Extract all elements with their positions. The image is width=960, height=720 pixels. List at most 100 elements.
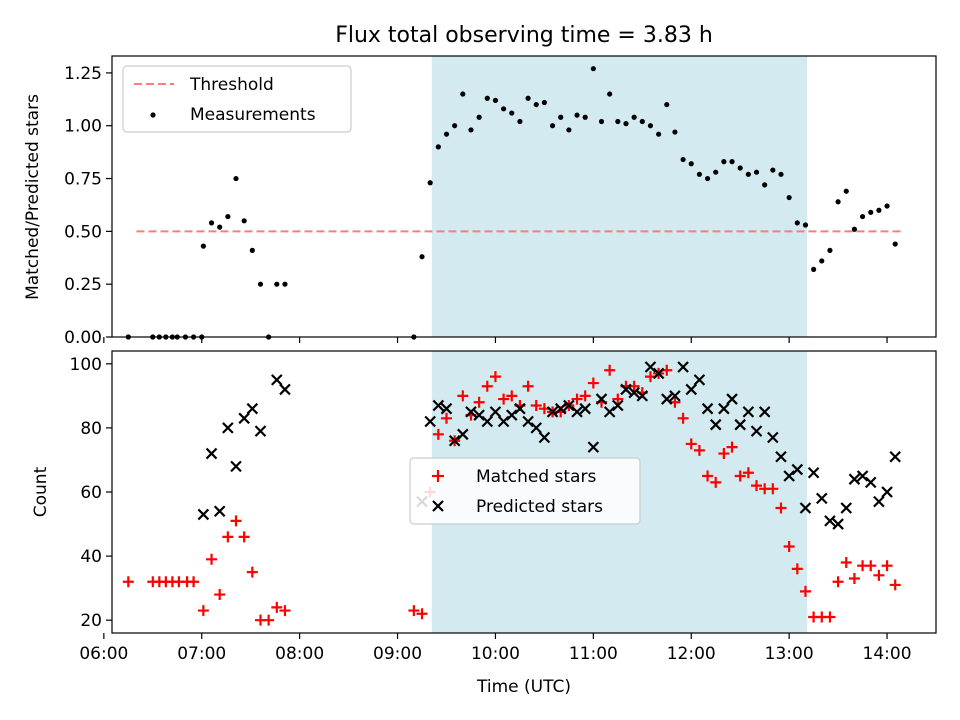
measurement-point: [762, 182, 768, 188]
threshold-legend-label: Threshold: [189, 75, 274, 95]
predicted-star-point: [726, 393, 738, 405]
predicted-star-point: [669, 390, 681, 402]
matched-star-point: [726, 441, 738, 453]
measurement-point: [533, 101, 539, 108]
matched-star-point: [214, 589, 226, 601]
predicted-star-point: [652, 367, 665, 380]
predicted-star-point: [832, 518, 844, 530]
matched-star-point: [271, 601, 283, 613]
measurement-point: [778, 171, 784, 177]
measurement-point: [419, 254, 425, 260]
predicted-star-point: [734, 418, 746, 431]
measurements-legend-label: Measurements: [190, 105, 316, 125]
measurement-point: [696, 171, 703, 177]
matched-star-point: [873, 569, 885, 581]
bottom-x-tick-label: 12:00: [667, 644, 716, 664]
top-legend: Threshold Measurements: [122, 65, 352, 133]
predicted-star-point: [685, 383, 698, 396]
predicted-star-point: [424, 415, 436, 428]
predicted-star-point: [465, 406, 477, 418]
predicted-star-point: [677, 361, 689, 373]
measurement-point: [435, 144, 441, 150]
matched-star-point: [865, 560, 877, 572]
measurement-point: [233, 175, 239, 182]
predicted-star-point: [538, 431, 551, 444]
matched-star-point: [408, 605, 420, 617]
bottom-plot-frame: [111, 350, 937, 634]
predicted-star-point: [497, 415, 510, 428]
bottom-x-tick-label: 14:00: [863, 644, 912, 664]
matched-star-point: [848, 573, 860, 585]
bottom-y-tick-label: 20: [80, 611, 102, 631]
measurement-point: [811, 266, 817, 272]
matched-star-point: [416, 608, 428, 620]
predicted-star-point: [644, 361, 657, 373]
top-y-tick-label: 0.75: [64, 170, 102, 190]
matched-star-point: [197, 605, 209, 617]
predicted-star-point: [205, 447, 218, 460]
bottom-y-tick-label: 100: [70, 355, 102, 375]
measurement-point: [615, 118, 621, 125]
matched-star-point: [222, 531, 234, 543]
predicted-star-point: [514, 402, 526, 415]
matched-legend-label: Matched stars: [476, 467, 596, 487]
matched-star-point: [751, 480, 763, 492]
predicted-star-point: [742, 406, 755, 418]
bottom-y-tick-label: 40: [80, 547, 102, 567]
bottom-x-tick-label: 10:00: [471, 644, 520, 664]
matched-star-point: [710, 476, 722, 488]
matched-star-point: [693, 444, 705, 456]
top-y-tick-label: 0.25: [64, 275, 102, 295]
measurement-point: [541, 99, 547, 106]
matched-star-point: [824, 611, 836, 623]
matched-star-point: [881, 560, 893, 572]
top-y-axis-label: Matched/Predicted stars: [23, 94, 43, 300]
matched-star-point: [612, 393, 624, 405]
predicted-star-point: [246, 402, 259, 415]
measurement-point: [688, 161, 694, 167]
predicted-star-point: [783, 470, 795, 482]
predicted-star-point: [848, 473, 861, 485]
bottom-x-tick-label: 08:00: [275, 644, 324, 664]
predicted-star-point: [636, 390, 649, 402]
measurement-point: [672, 129, 678, 135]
bottom-x-tick-label: 07:00: [177, 644, 226, 664]
matched-star-point: [246, 566, 258, 578]
top-y-tick-label: 1.00: [64, 117, 102, 137]
measurement-point: [282, 281, 288, 287]
measurement-point: [664, 101, 670, 108]
measurement-point: [225, 213, 231, 220]
measurement-point: [241, 218, 247, 224]
predicted-star-point: [271, 374, 283, 386]
predicted-star-point: [718, 402, 730, 415]
measurement-point: [274, 281, 280, 287]
measurement-point: [558, 114, 564, 120]
measurement-point: [443, 131, 450, 137]
measurement-point: [525, 95, 531, 101]
matched-star-point: [206, 553, 218, 565]
matched-star-point: [889, 579, 901, 591]
predicted-star-point: [213, 505, 226, 518]
measurement-point: [827, 247, 833, 253]
predicted-star-point: [230, 460, 242, 473]
bottom-x-tick-label: 11:00: [569, 644, 618, 664]
measurement-point: [566, 127, 572, 133]
predicted-star-point: [758, 406, 771, 418]
measurement-point: [647, 123, 654, 129]
measurement-point: [574, 112, 580, 118]
measurement-point: [208, 220, 215, 226]
matched-star-point: [432, 428, 444, 440]
measurement-point: [843, 188, 849, 194]
matched-star-point: [530, 399, 542, 411]
predicted-star-point: [603, 406, 616, 418]
measurement-point: [745, 171, 751, 177]
predicted-star-point: [563, 399, 575, 412]
measurement-point: [452, 123, 458, 129]
measurement-point: [859, 213, 866, 220]
top-panel: 0.00 0.25 0.50 0.75 1.00 1.25: [64, 55, 937, 348]
predicted-star-point: [840, 502, 853, 514]
measurement-point: [460, 91, 466, 97]
predicted-star-point: [432, 399, 445, 412]
measurement-point: [517, 118, 523, 125]
